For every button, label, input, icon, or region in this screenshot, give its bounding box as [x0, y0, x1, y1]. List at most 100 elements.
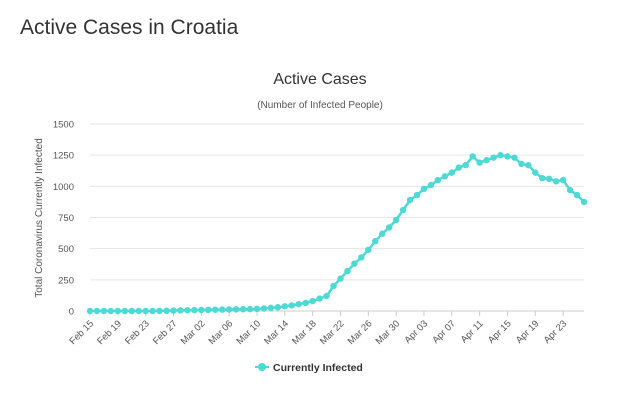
x-tick-label: Apr 15: [486, 318, 514, 346]
data-point: [184, 307, 191, 314]
data-point: [218, 306, 226, 313]
data-point: [198, 306, 205, 314]
data-point: [323, 292, 330, 300]
data-point: [142, 307, 149, 315]
data-point: [114, 307, 122, 315]
data-point: [337, 275, 344, 282]
data-point: [546, 175, 553, 183]
x-tick-label: Mar 18: [290, 318, 319, 347]
data-point: [274, 304, 282, 311]
data-point: [260, 305, 268, 312]
data-point: [518, 160, 525, 168]
y-tick-label: 500: [58, 244, 74, 255]
y-tick-label: 250: [58, 275, 74, 286]
data-point: [351, 260, 358, 267]
data-point: [246, 305, 254, 313]
data-point: [539, 175, 546, 182]
data-point: [212, 306, 219, 313]
data-point: [469, 153, 476, 160]
legend-symbol-marker: [258, 363, 266, 371]
data-point: [385, 224, 393, 231]
y-tick-label: 1000: [53, 182, 74, 193]
x-tick-label: Apr 19: [514, 318, 542, 346]
x-tick-label: Mar 06: [207, 318, 236, 347]
series-line: [90, 153, 585, 313]
data-point: [128, 307, 135, 315]
y-tick-label: 750: [58, 213, 74, 224]
y-tick-label: 0: [69, 307, 74, 318]
data-point: [392, 216, 400, 224]
x-tick-label: Apr 03: [403, 318, 431, 346]
data-point: [253, 305, 261, 313]
y-axis-label: Total Coronavirus Currently Infected: [34, 138, 45, 298]
data-point: [302, 299, 309, 307]
data-point: [288, 302, 295, 309]
x-tick-label: Feb 23: [123, 318, 152, 347]
chart-title: Active Cases: [273, 71, 366, 88]
data-point: [309, 297, 316, 305]
data-point: [525, 161, 532, 169]
data-point: [170, 307, 177, 314]
y-tick-label: 1250: [53, 151, 74, 162]
data-point: [163, 307, 170, 314]
x-tick-label: Mar 02: [179, 318, 208, 347]
data-point: [225, 306, 233, 313]
data-point: [86, 307, 94, 315]
legend[interactable]: Currently Infected: [255, 362, 363, 374]
data-point: [511, 154, 518, 161]
data-point: [559, 176, 567, 184]
data-point: [427, 181, 435, 189]
x-tick-label: Apr 11: [459, 318, 486, 345]
x-tick-label: Feb 15: [67, 318, 96, 347]
data-point: [532, 169, 539, 176]
x-tick-label: Mar 26: [346, 318, 375, 347]
x-tick-label: Feb 19: [95, 318, 124, 347]
page-heading: Active Cases in Croatia: [20, 16, 239, 39]
data-point: [497, 151, 504, 159]
data-point: [483, 156, 490, 164]
data-point: [399, 206, 407, 214]
data-point: [420, 185, 428, 193]
data-point: [107, 307, 115, 315]
data-point: [490, 154, 497, 161]
data-point: [462, 161, 469, 169]
data-point: [191, 306, 198, 314]
x-tick-label: Mar 30: [374, 318, 403, 347]
data-point: [434, 176, 442, 184]
x-tick-label: Mar 14: [262, 318, 291, 347]
data-point: [121, 307, 128, 315]
data-point: [573, 191, 581, 199]
data-point: [267, 304, 275, 312]
data-point: [455, 164, 462, 171]
data-point: [580, 198, 588, 206]
data-point: [239, 306, 247, 313]
series-currently-infected: [86, 151, 588, 315]
chart-subtitle: (Number of Infected People): [257, 100, 383, 111]
data-point: [504, 153, 511, 160]
data-point: [566, 186, 574, 194]
data-point: [379, 230, 386, 237]
data-point: [330, 282, 337, 290]
data-point: [205, 306, 212, 314]
x-tick-label: Apr 07: [430, 318, 458, 346]
x-tick-label: Feb 27: [151, 318, 180, 347]
data-point: [413, 191, 421, 199]
y-tick-label: 1500: [53, 120, 74, 131]
x-tick-label: Mar 22: [318, 318, 347, 347]
data-point: [93, 307, 101, 315]
data-point: [281, 303, 289, 310]
data-point: [232, 306, 240, 313]
data-point: [372, 237, 379, 245]
legend-item-label: Currently Infected: [273, 362, 363, 374]
grid: [90, 123, 584, 312]
data-point: [448, 169, 456, 176]
data-point: [316, 295, 323, 302]
data-point: [476, 159, 483, 166]
data-point: [344, 267, 351, 275]
data-point: [441, 173, 449, 180]
data-point: [135, 307, 142, 315]
x-tick-label: Apr 23: [542, 318, 570, 346]
data-point: [358, 254, 365, 261]
data-point: [149, 307, 156, 315]
